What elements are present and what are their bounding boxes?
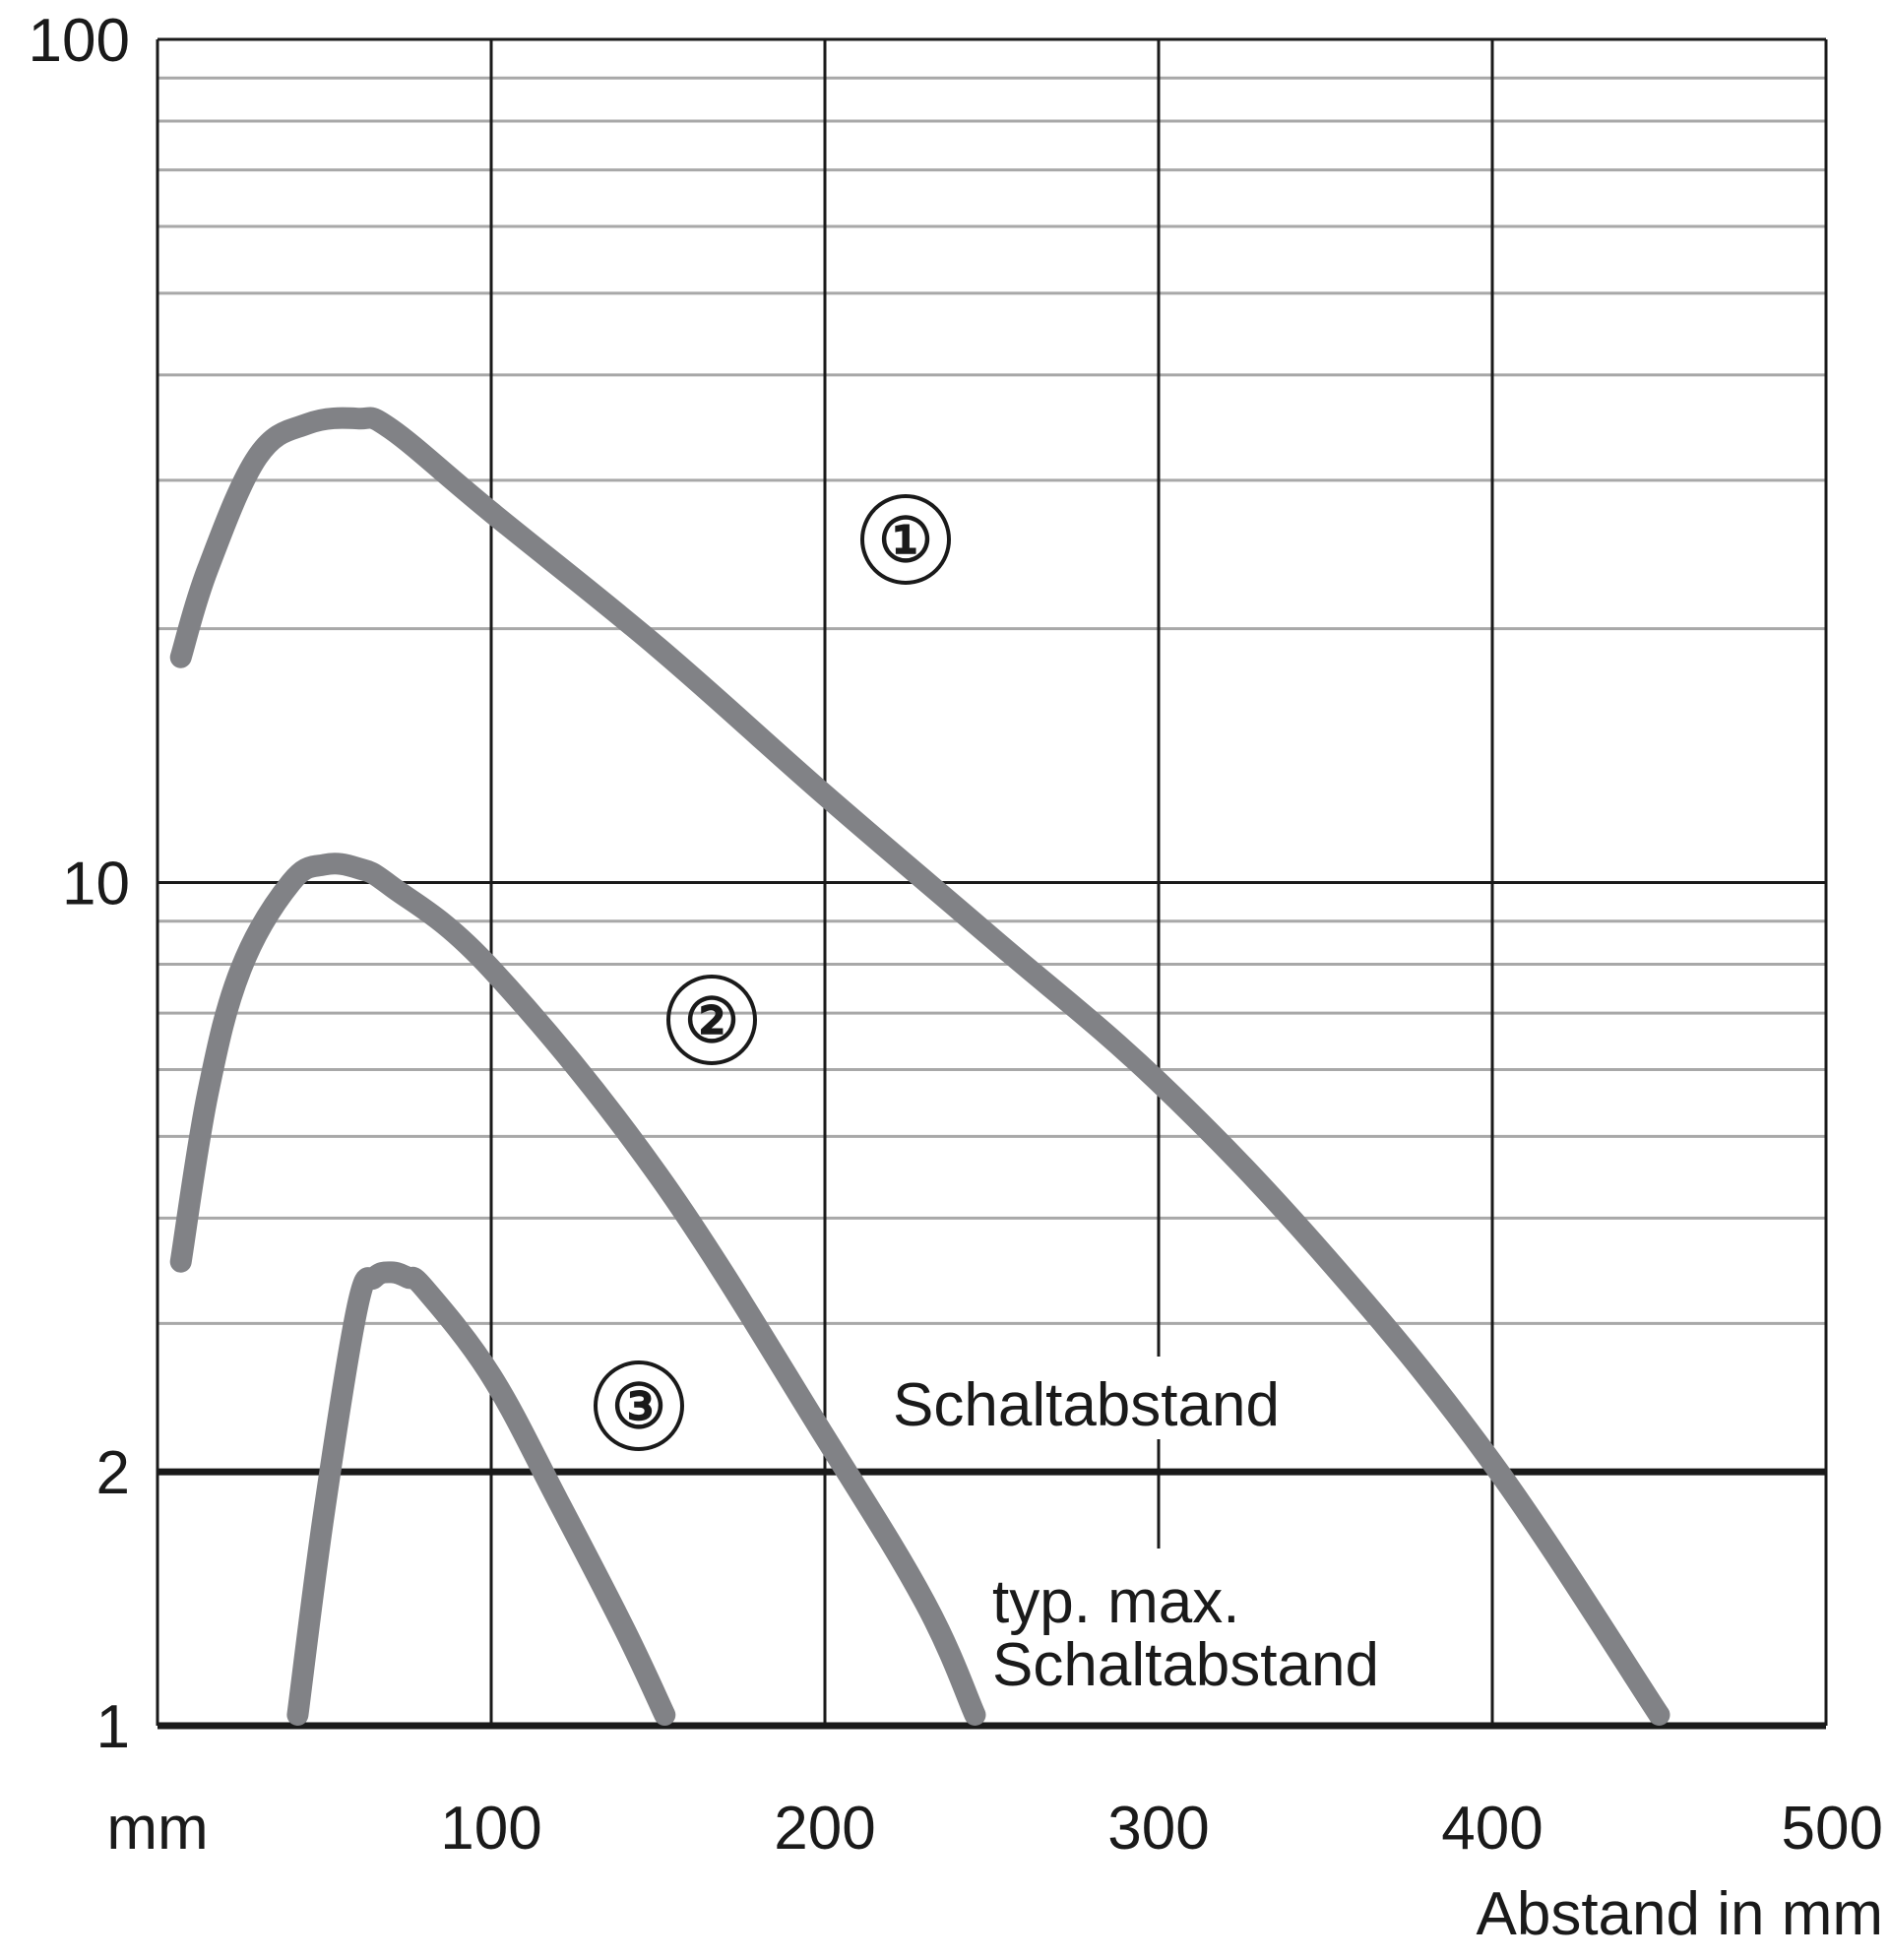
x-tick-label-500: 500 xyxy=(1782,1795,1883,1863)
y-tick-labels: 1 2 10 100 xyxy=(29,7,130,1761)
x-tick-label-300: 300 xyxy=(1107,1795,1209,1863)
curves xyxy=(169,407,1670,1726)
x-tick-labels: 100 200 300 400 500 xyxy=(440,1795,1883,1863)
curve-marker-2-label: ② xyxy=(684,987,739,1055)
curve-marker-1: ① xyxy=(860,494,951,585)
curve-marker-3-circle xyxy=(594,1360,684,1451)
annotation-typ-max-line2: Schaltabstand xyxy=(992,1631,1379,1699)
curve-marker-3: ③ xyxy=(594,1360,684,1451)
grid xyxy=(156,37,1828,1726)
y-tick-label-2: 2 xyxy=(96,1439,130,1507)
curve-marker-1-label: ① xyxy=(878,507,933,575)
curve-series-3 xyxy=(286,1261,676,1726)
curve-marker-2: ② xyxy=(666,975,757,1065)
x-tick-label-400: 400 xyxy=(1441,1795,1543,1863)
x-unit-label: mm xyxy=(106,1795,208,1863)
curve-marker-2-circle xyxy=(666,975,757,1065)
curve-series-1 xyxy=(169,407,1670,1726)
curve-marker-3-label: ③ xyxy=(611,1373,666,1441)
annotation-typ-max-line1: typ. max. xyxy=(992,1568,1240,1636)
curve-marker-1-circle xyxy=(860,494,951,585)
annotation-schaltabstand: Schaltabstand xyxy=(893,1371,1280,1439)
curve-series-2 xyxy=(169,853,986,1726)
y-tick-label-10: 10 xyxy=(62,851,130,918)
x-tick-label-200: 200 xyxy=(774,1795,875,1863)
y-tick-label-1: 1 xyxy=(96,1693,130,1761)
x-axis-title: Abstand in mm xyxy=(1476,1880,1883,1948)
y-tick-label-100: 100 xyxy=(29,7,130,75)
reference-lines xyxy=(158,1468,1826,1730)
x-tick-label-100: 100 xyxy=(440,1795,541,1863)
